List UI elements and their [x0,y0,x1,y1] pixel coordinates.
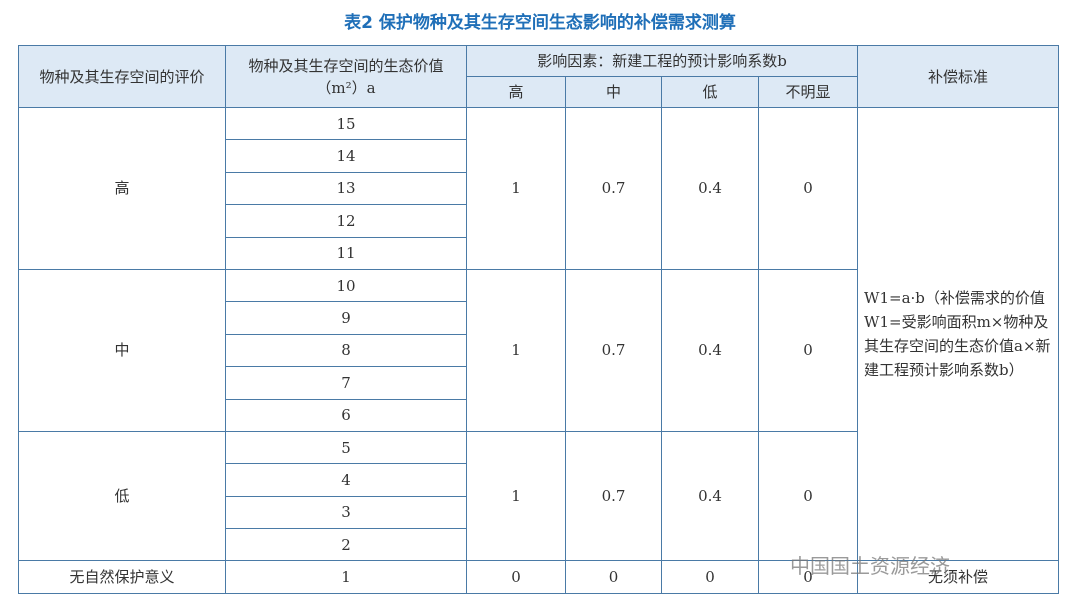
table: 物种及其生存空间的评价 物种及其生存空间的生态价值（m²）a 影响因素：新建工程的预… [18,45,1060,595]
coefficient-cell: 0 [757,268,859,432]
table-row: 低 5 1 0.7 0.4 0 [18,430,1059,562]
value-cell: 9 [225,301,467,335]
table-row: 9 [19,301,1059,335]
coefficient-cell: 0.4 [661,430,759,562]
level-cell: 低 [18,430,226,562]
value-cell: 2 [225,528,467,562]
table-row: 14 [19,139,1059,173]
value-cell: 8 [225,333,467,368]
header-cell: 影响因素：新建工程的预计影响系数b [465,45,859,77]
level-cell: 高 [18,107,226,270]
table-row: 无自然保护意义 1 0 0 0 0 无须补偿 [18,560,1060,595]
table-row: 物种及其生存空间的评价 物种及其生存空间的生态价值（m²）a 影响因素：新建工程的预… [18,45,1060,108]
coefficient-cell: 0 [466,560,566,595]
value-cell: 3 [225,495,467,530]
coefficient-cell: 1 [466,107,566,270]
header-cell: 中 [565,76,662,108]
header-cell: 补偿标准 [857,45,1060,108]
coefficient-cell: 0.4 [661,107,759,270]
table-row: 7 [19,366,1059,400]
coefficient-cell: 0 [757,560,859,595]
coefficient-cell: 0 [757,430,859,562]
value-cell: 5 [225,430,467,465]
value-cell: 14 [225,139,467,173]
coefficient-cell: 0 [565,560,662,595]
standard-cell: 无须补偿 [857,560,1060,595]
coefficient-cell: 0 [757,107,859,270]
table-row: 11 [19,236,1059,270]
level-cell: 无自然保护意义 [18,560,226,595]
table-title: 表2 保护物种及其生存空间生态影响的补偿需求测算 [344,13,736,33]
table-row: 2 [19,528,1059,562]
value-cell: 6 [225,398,467,432]
coefficient-cell: 0.4 [661,268,759,432]
table-row: 8 [19,333,1059,368]
value-cell: 12 [225,204,467,238]
table-row: 中 10 1 0.7 0.4 0 [18,268,1059,432]
standard-cell: W1=a·b（补偿需求的价值W1=受影响面积m×物种及其生存空间的生态价值a×新… [857,106,1060,562]
value-cell: 4 [225,463,467,497]
value-cell: 11 [225,236,467,270]
header-cell: 高 [466,76,566,108]
watermark: 中国国土资源经济 [790,554,950,578]
table-row: 12 [19,204,1059,238]
value-cell: 10 [225,268,467,303]
coefficient-cell: 0.7 [565,430,662,562]
value-cell: 15 [225,106,467,141]
table-row: 高中低不明显 [19,76,1059,108]
coefficient-cell: 0.7 [565,107,662,270]
coefficient-cell: 0.7 [565,268,662,432]
header-cell: 不明显 [757,76,859,108]
header-cell: 物种及其生存空间的评价 [18,45,226,108]
table-row: 4 [19,463,1059,497]
value-cell: 1 [225,560,467,595]
header-cell: 低 [661,76,759,108]
header-cell: 物种及其生存空间的生态价值（m²）a [225,45,467,108]
level-cell: 中 [18,268,226,432]
coefficient-cell: 1 [466,430,566,562]
table-row: 高 15 1 0.7 0.4 0 W1=a·b（补偿需求的价值W1=受影响面积m×物种及其生… [18,106,1060,562]
coefficient-cell: 1 [466,268,566,432]
coefficient-cell: 0 [661,560,759,595]
value-cell: 7 [225,366,467,400]
table-row: 13 [19,171,1059,206]
value-cell: 13 [225,171,467,206]
